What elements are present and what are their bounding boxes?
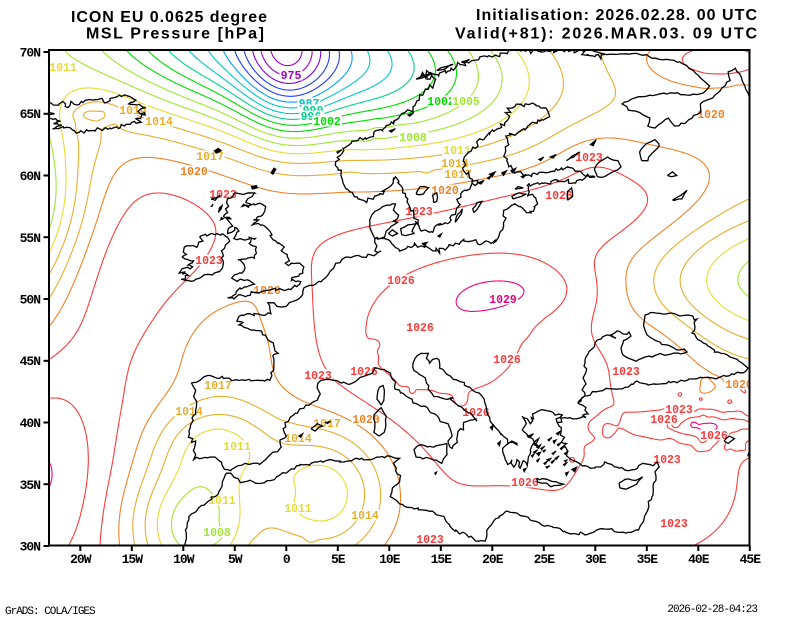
svg-text:0: 0 bbox=[283, 552, 291, 567]
svg-text:1023: 1023 bbox=[612, 366, 640, 379]
svg-text:70N: 70N bbox=[20, 46, 41, 61]
svg-text:1026: 1026 bbox=[511, 477, 539, 490]
svg-text:1023: 1023 bbox=[304, 370, 332, 383]
svg-text:1026: 1026 bbox=[493, 354, 521, 367]
svg-text:1023: 1023 bbox=[416, 534, 444, 547]
svg-text:1026: 1026 bbox=[545, 190, 573, 203]
svg-text:1020: 1020 bbox=[352, 414, 380, 427]
svg-text:1017: 1017 bbox=[444, 169, 472, 182]
svg-text:1026: 1026 bbox=[350, 366, 378, 379]
svg-text:1002: 1002 bbox=[427, 96, 455, 109]
svg-text:1011: 1011 bbox=[443, 145, 471, 158]
svg-text:Valid(+81): 2026.MAR.03. 09 UT: Valid(+81): 2026.MAR.03. 09 UTC bbox=[455, 26, 757, 43]
svg-text:1014: 1014 bbox=[284, 433, 312, 446]
svg-text:25E: 25E bbox=[534, 552, 556, 567]
svg-text:50N: 50N bbox=[20, 293, 41, 308]
svg-text:1023: 1023 bbox=[660, 518, 688, 531]
svg-text:15E: 15E bbox=[431, 552, 453, 567]
svg-text:15W: 15W bbox=[122, 552, 144, 567]
svg-text:60N: 60N bbox=[20, 169, 41, 184]
svg-text:30N: 30N bbox=[20, 540, 41, 555]
svg-text:1017: 1017 bbox=[196, 151, 224, 164]
svg-text:1014: 1014 bbox=[145, 116, 173, 129]
svg-text:1026: 1026 bbox=[387, 275, 415, 288]
svg-text:1026: 1026 bbox=[650, 414, 678, 427]
svg-text:ICON EU 0.0625 degree: ICON EU 0.0625 degree bbox=[71, 9, 267, 26]
svg-text:5E: 5E bbox=[331, 552, 346, 567]
svg-text:10E: 10E bbox=[379, 552, 401, 567]
svg-text:45N: 45N bbox=[20, 354, 41, 369]
svg-text:1020: 1020 bbox=[253, 285, 281, 298]
svg-text:1017: 1017 bbox=[204, 380, 232, 393]
svg-text:1005: 1005 bbox=[452, 96, 480, 109]
svg-text:1020: 1020 bbox=[431, 185, 459, 198]
svg-text:35E: 35E bbox=[637, 552, 659, 567]
svg-text:1014: 1014 bbox=[351, 510, 379, 523]
svg-text:1029: 1029 bbox=[489, 294, 517, 307]
svg-text:1002: 1002 bbox=[313, 116, 341, 129]
svg-text:MSL Pressure [hPa]: MSL Pressure [hPa] bbox=[86, 26, 264, 43]
svg-text:1008: 1008 bbox=[203, 527, 231, 540]
svg-text:1020: 1020 bbox=[180, 166, 208, 179]
svg-text:1023: 1023 bbox=[653, 454, 681, 467]
svg-text:1023: 1023 bbox=[195, 255, 223, 268]
svg-text:20W: 20W bbox=[70, 552, 92, 567]
svg-text:1014: 1014 bbox=[119, 105, 147, 118]
svg-text:1017: 1017 bbox=[313, 418, 341, 431]
svg-text:1020: 1020 bbox=[697, 109, 725, 122]
svg-text:45E: 45E bbox=[740, 552, 762, 567]
svg-text:1011: 1011 bbox=[49, 62, 77, 75]
svg-text:975: 975 bbox=[281, 70, 302, 83]
svg-text:35N: 35N bbox=[20, 478, 41, 493]
svg-text:1014: 1014 bbox=[175, 406, 203, 419]
svg-text:1026: 1026 bbox=[462, 407, 490, 420]
svg-text:40N: 40N bbox=[20, 416, 41, 431]
svg-text:40E: 40E bbox=[688, 552, 710, 567]
svg-text:1023: 1023 bbox=[405, 206, 433, 219]
svg-text:55N: 55N bbox=[20, 231, 41, 246]
svg-text:10W: 10W bbox=[173, 552, 195, 567]
svg-text:1011: 1011 bbox=[223, 441, 251, 454]
svg-text:1008: 1008 bbox=[399, 132, 427, 145]
svg-text:Initialisation: 2026.02.28. 00: Initialisation: 2026.02.28. 00 UTC bbox=[476, 7, 757, 24]
svg-text:GrADS: COLA/IGES: GrADS: COLA/IGES bbox=[5, 606, 96, 618]
svg-text:5W: 5W bbox=[228, 552, 243, 567]
svg-text:1011: 1011 bbox=[208, 495, 236, 508]
svg-text:2026-02-28-04:23: 2026-02-28-04:23 bbox=[667, 604, 757, 616]
svg-text:1023: 1023 bbox=[575, 152, 603, 165]
svg-text:1026: 1026 bbox=[406, 322, 434, 335]
svg-text:1011: 1011 bbox=[284, 503, 312, 516]
svg-text:1020: 1020 bbox=[725, 379, 753, 392]
svg-text:65N: 65N bbox=[20, 107, 41, 122]
svg-text:30E: 30E bbox=[585, 552, 607, 567]
svg-text:20E: 20E bbox=[482, 552, 504, 567]
svg-text:1026: 1026 bbox=[700, 430, 728, 443]
